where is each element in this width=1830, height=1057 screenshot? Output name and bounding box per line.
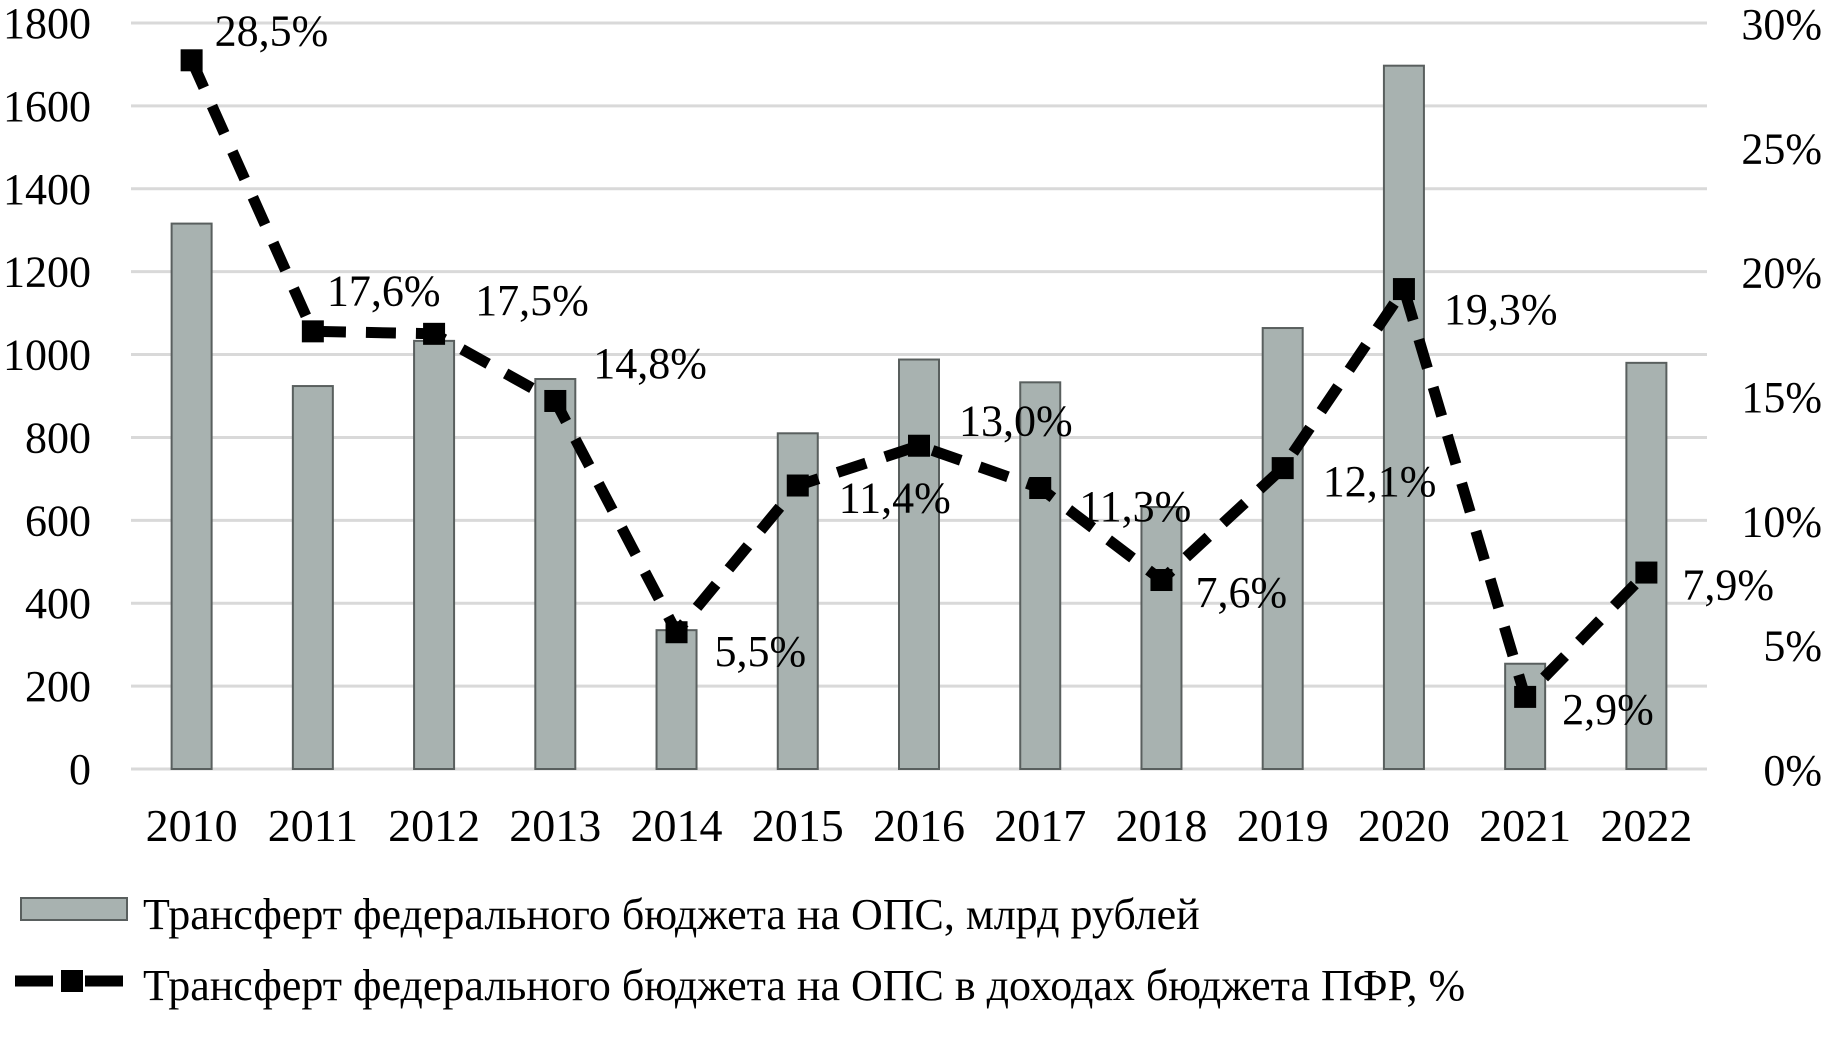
left-axis-tick: 1600 bbox=[3, 82, 91, 131]
data-label-2020: 19,3% bbox=[1444, 285, 1558, 334]
right-axis-tick: 10% bbox=[1741, 497, 1822, 546]
line-marker-2014 bbox=[665, 621, 688, 644]
right-axis-tick: 15% bbox=[1741, 373, 1822, 422]
left-axis-tick: 0 bbox=[69, 745, 91, 794]
x-axis-label-2014: 2014 bbox=[631, 800, 723, 851]
bar-2013 bbox=[534, 378, 577, 770]
legend-bar-swatch-icon bbox=[20, 897, 128, 921]
line-marker-2013 bbox=[544, 389, 567, 412]
data-label-2014: 5,5% bbox=[715, 627, 807, 676]
right-axis: 30% 25% 20% 15% 10% 5% 0% bbox=[1741, 0, 1822, 795]
line-marker-2016 bbox=[908, 434, 930, 457]
x-axis-label-2016: 2016 bbox=[873, 800, 965, 851]
data-label-2012: 17,5% bbox=[475, 276, 589, 325]
line-marker-2015 bbox=[786, 474, 809, 497]
bar-2020 bbox=[1382, 64, 1425, 770]
bar-series bbox=[170, 64, 1668, 771]
line-marker-2020 bbox=[1392, 278, 1415, 301]
x-axis-label-2013: 2013 bbox=[509, 800, 601, 851]
bar-2014 bbox=[655, 629, 698, 771]
bar-2012 bbox=[413, 339, 456, 770]
data-label-2015: 11,4% bbox=[839, 474, 951, 523]
data-label-2018: 7,6% bbox=[1195, 568, 1287, 617]
left-axis-tick: 1000 bbox=[3, 331, 91, 380]
line-marker-2017 bbox=[1029, 477, 1052, 500]
bar-2018 bbox=[1140, 506, 1183, 770]
line-marker-2018 bbox=[1150, 569, 1173, 592]
data-label-2016: 13,0% bbox=[959, 397, 1073, 446]
left-axis-tick: 200 bbox=[25, 662, 91, 711]
right-axis-tick: 30% bbox=[1741, 0, 1822, 49]
data-label-2013: 14,8% bbox=[593, 339, 707, 388]
data-label-2021: 2,9% bbox=[1562, 685, 1654, 734]
data-label-2010: 28,5% bbox=[215, 6, 329, 55]
x-axis-label-2010: 2010 bbox=[146, 800, 238, 851]
legend: Трансферт федерального бюджета на ОПС, м… bbox=[15, 890, 1465, 1010]
data-label-2019: 12,1% bbox=[1323, 457, 1437, 506]
bar-2017 bbox=[1019, 381, 1062, 770]
data-label-2011: 17,6% bbox=[327, 266, 441, 315]
x-axis-label-2020: 2020 bbox=[1358, 800, 1450, 851]
right-axis-tick: 20% bbox=[1741, 249, 1822, 298]
left-axis-tick: 1400 bbox=[3, 165, 91, 214]
line-marker-2021 bbox=[1514, 685, 1537, 708]
data-label-2022: 7,9% bbox=[1682, 561, 1774, 610]
right-axis-tick: 0% bbox=[1763, 746, 1822, 795]
left-axis-tick: 1800 bbox=[3, 0, 91, 48]
line-marker-2022 bbox=[1635, 561, 1658, 584]
left-axis: 1800 1600 1400 1200 1000 800 600 400 200 0 bbox=[3, 0, 91, 794]
legend-bar-label: Трансферт федерального бюджета на ОПС, м… bbox=[143, 890, 1200, 939]
line-markers bbox=[180, 49, 1658, 708]
x-axis-label-2012: 2012 bbox=[388, 800, 480, 851]
right-axis-tick: 25% bbox=[1741, 124, 1822, 173]
left-axis-tick: 800 bbox=[25, 413, 91, 462]
left-axis-tick: 400 bbox=[25, 579, 91, 628]
x-axis-label-2018: 2018 bbox=[1115, 800, 1207, 851]
left-axis-tick: 1200 bbox=[3, 248, 91, 297]
x-axis-label-2021: 2021 bbox=[1479, 800, 1571, 851]
bar-2021 bbox=[1504, 662, 1547, 771]
data-label-2017: 11,3% bbox=[1079, 482, 1191, 531]
line-marker-2019 bbox=[1271, 457, 1294, 480]
line-marker-2010 bbox=[180, 49, 203, 72]
left-axis-tick: 600 bbox=[25, 496, 91, 545]
line-marker-2012 bbox=[423, 322, 446, 345]
x-axis-label-2011: 2011 bbox=[268, 800, 358, 851]
legend-line-marker-icon bbox=[61, 970, 83, 992]
bar-2011 bbox=[291, 385, 334, 770]
bar-2010 bbox=[170, 222, 213, 770]
legend-line-label: Трансферт федерального бюджета на ОПС в … bbox=[143, 961, 1465, 1010]
right-axis-tick: 5% bbox=[1763, 622, 1822, 671]
bar-2019 bbox=[1261, 327, 1304, 770]
x-axis-label-2019: 2019 bbox=[1237, 800, 1329, 851]
x-axis: 2010 2011 2012 2013 2014 2015 2016 2017 2018 2019… bbox=[146, 800, 1693, 851]
data-labels: 28,5%17,6% 17,5%14,8%5,5%11,4%13,0%11,3%7… bbox=[215, 6, 1774, 734]
bar-2016 bbox=[898, 358, 940, 770]
line-marker-2011 bbox=[301, 320, 324, 343]
x-axis-label-2017: 2017 bbox=[994, 800, 1086, 851]
x-axis-label-2015: 2015 bbox=[752, 800, 844, 851]
x-axis-label-2022: 2022 bbox=[1600, 800, 1692, 851]
